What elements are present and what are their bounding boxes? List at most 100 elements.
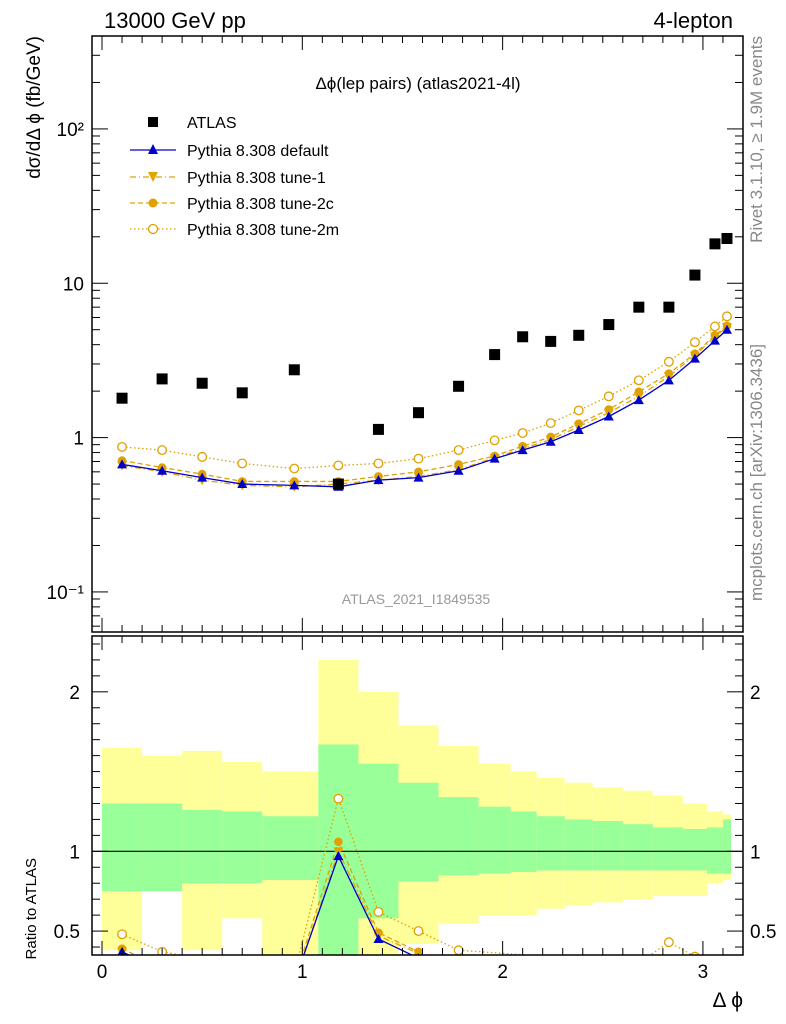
legend-entry-tune1: Pythia 8.308 tune-1	[130, 170, 326, 187]
tune2m-point	[157, 445, 168, 456]
tune2m-point	[603, 391, 614, 402]
ratio-y-tick-label: 0.5	[54, 922, 80, 943]
tune2m-point	[722, 311, 732, 322]
tune2m-point	[117, 441, 127, 452]
atlas-point	[332, 478, 344, 490]
tune2m-point	[237, 458, 248, 469]
tune2m-point	[197, 451, 208, 462]
tune2m-point	[633, 375, 644, 386]
atlas-point	[489, 349, 501, 361]
tune2m-point	[573, 405, 584, 416]
main-y-axis-label: dσ/dΔ ϕ (fb/GeV)	[24, 36, 45, 179]
y-tick-label: 10	[63, 274, 84, 295]
default-point	[663, 375, 674, 385]
atlas-point	[372, 423, 384, 435]
ratio-tune1-point	[413, 949, 424, 955]
ratio-tune2m-point	[373, 906, 384, 917]
default-point	[413, 472, 424, 482]
default-point	[603, 411, 614, 421]
band-green	[682, 828, 707, 871]
watermark-label: ATLAS_2021_I1849535	[342, 591, 491, 607]
band-green	[536, 816, 565, 871]
ratio-tune2m-point	[453, 945, 464, 955]
ratio-tune2m-point	[333, 793, 344, 804]
x-tick-label: 1	[297, 962, 308, 983]
main-frame	[91, 35, 744, 633]
atlas-point	[573, 329, 585, 341]
tune2m-point	[710, 321, 720, 332]
ratio-tune1-point	[157, 967, 167, 976]
tune2m-point	[453, 445, 464, 456]
atlas-point	[196, 377, 208, 389]
legend-marker-default	[148, 144, 158, 154]
legend-label-atlas: ATLAS	[187, 115, 237, 132]
ratio-default-point	[373, 934, 384, 944]
atlas-point	[288, 364, 300, 376]
legend-entry-default: Pythia 8.308 default	[130, 143, 329, 160]
ratio-plot-area	[117, 793, 700, 976]
tune2m-point	[289, 463, 300, 474]
ratio-tune2m-point	[663, 937, 674, 948]
default-point	[709, 335, 720, 345]
atlas-point	[603, 319, 615, 331]
mcplots-label: mcplots.cern.ch [arXiv:1306.3436]	[747, 344, 766, 601]
band-green	[142, 803, 183, 892]
legend-label-tune2c: Pythia 8.308 tune-2c	[187, 196, 334, 213]
atlas-point	[663, 301, 675, 313]
default-point	[721, 324, 732, 334]
tune2m-point	[333, 460, 344, 471]
ratio-default-point	[157, 966, 167, 975]
band-green	[182, 809, 223, 884]
ratio-default-line	[121, 854, 414, 955]
tune2m-point	[517, 428, 528, 439]
atlas-point	[156, 373, 168, 385]
atlas-point	[709, 238, 721, 250]
band-green	[510, 811, 537, 873]
band-green	[564, 819, 593, 871]
ratio-tune2m-point	[117, 929, 127, 940]
ratio-tune2m-point	[635, 959, 644, 968]
legend-label-default: Pythia 8.308 default	[187, 143, 329, 160]
main-title: Δϕ(lep pairs) (atlas2021-4l)	[315, 74, 520, 93]
default-point	[237, 479, 248, 489]
atlas-point	[413, 407, 425, 419]
legend-marker-tune2m	[147, 223, 159, 235]
legend-label-tune2m: Pythia 8.308 tune-2m	[187, 222, 339, 239]
tune2m-point	[663, 356, 674, 367]
ratio-y-tick-label-right: 1	[750, 842, 761, 863]
atlas-point	[721, 232, 733, 244]
legend: ATLAS Pythia 8.308 default Pythia 8.308 …	[130, 115, 339, 239]
ratio-tune2m-point	[690, 951, 700, 955]
default-point	[545, 436, 556, 446]
default-point	[689, 353, 700, 363]
tune2m-point	[413, 453, 424, 464]
ratio-y-tick-label-right: 0.5	[750, 922, 776, 943]
energy-label: 13000 GeV pp	[104, 8, 246, 33]
default-point	[633, 395, 644, 405]
atlas-point	[689, 269, 701, 281]
legend-entry-tune2c: Pythia 8.308 tune-2c	[130, 196, 334, 213]
y-tick-label: 10⁻¹	[47, 583, 85, 604]
ratio-uncertainty-bands	[92, 659, 743, 955]
ratio-tune2c-line	[121, 839, 419, 955]
band-green	[398, 782, 439, 882]
atlas-point	[545, 335, 557, 347]
ratio-tune2c-point	[334, 837, 343, 847]
x-tick-label: 2	[497, 962, 508, 983]
rivet-label: Rivet 3.1.10, ≥ 1.9M events	[747, 36, 766, 243]
default-point	[117, 459, 128, 469]
ratio-tune2m-point	[413, 926, 424, 937]
tune2m-point	[373, 458, 384, 469]
y-tick-label: 10²	[57, 120, 84, 141]
ratio-y-axis-label: Ratio to ATLAS	[23, 858, 40, 959]
band-green	[478, 806, 511, 874]
ratio-tune1-line	[121, 849, 419, 955]
ratio-default-point	[333, 851, 344, 861]
band-green	[262, 816, 319, 881]
y-tick-label: 1	[73, 429, 84, 450]
main-plot-area	[116, 232, 733, 492]
band-green	[592, 821, 623, 871]
x-tick-label: 3	[698, 962, 709, 983]
